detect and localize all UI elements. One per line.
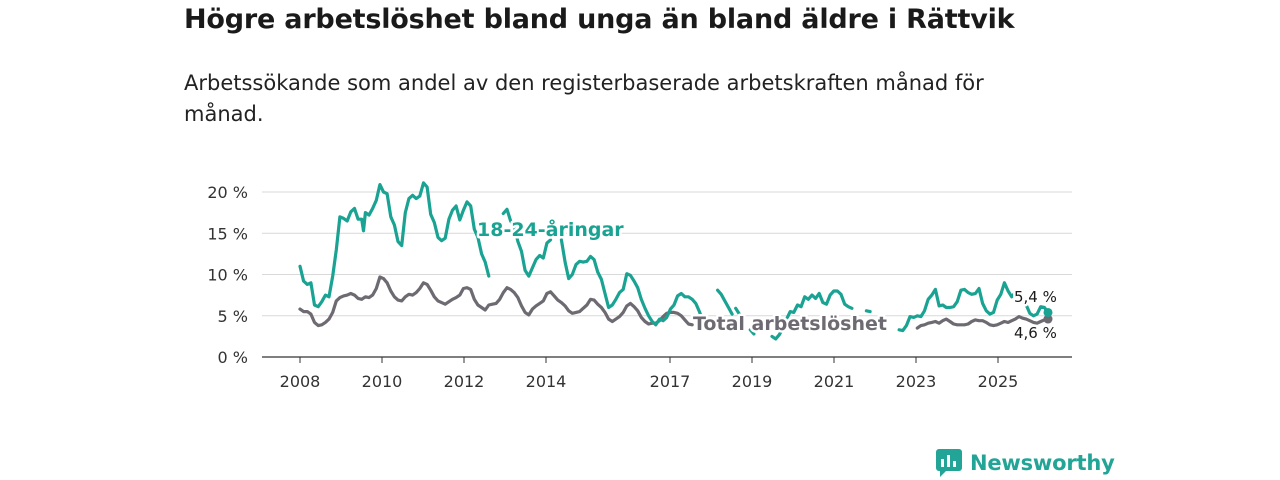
series-line-youth bbox=[770, 289, 854, 341]
series-line-youth bbox=[734, 306, 741, 316]
x-tick-label: 2014 bbox=[526, 372, 567, 391]
end-label-youth: 5,4 % bbox=[1014, 288, 1057, 306]
x-tick-label: 2019 bbox=[732, 372, 773, 391]
series-line-youth bbox=[298, 181, 491, 309]
series-label-youth: 18-24-åringar bbox=[477, 217, 624, 241]
series-line-youth bbox=[716, 288, 734, 316]
x-tick-label: 2017 bbox=[650, 372, 691, 391]
y-tick-label: 5 % bbox=[218, 307, 248, 326]
newsworthy-logo[interactable]: Newsworthy bbox=[936, 448, 1115, 478]
y-tick-label: 0 % bbox=[218, 348, 248, 367]
y-tick-label: 10 % bbox=[207, 266, 248, 285]
x-tick-label: 2008 bbox=[280, 372, 321, 391]
end-point-total bbox=[1043, 314, 1053, 324]
y-tick-label: 20 % bbox=[207, 183, 248, 202]
series-line-total bbox=[915, 315, 1050, 330]
newsworthy-logo-icon bbox=[936, 449, 962, 477]
series-line-youth bbox=[748, 328, 756, 336]
brand-name: Newsworthy bbox=[970, 451, 1115, 475]
x-tick-label: 2025 bbox=[978, 372, 1019, 391]
end-point-youth bbox=[1043, 307, 1053, 317]
x-tick-label: 2023 bbox=[896, 372, 937, 391]
series-label-total-halo: Total arbetslöshet bbox=[693, 313, 887, 335]
chart-subtitle: Arbetssökande som andel av den registerb… bbox=[184, 71, 984, 126]
series-line-youth bbox=[864, 309, 872, 314]
x-tick-label: 2012 bbox=[444, 372, 485, 391]
y-tick-label: 15 % bbox=[207, 224, 248, 243]
series-label-total: Total arbetslöshet bbox=[693, 313, 887, 335]
x-tick-label: 2021 bbox=[814, 372, 855, 391]
end-label-youth-halo: 5,4 % bbox=[1014, 288, 1057, 306]
x-tick-label: 2010 bbox=[362, 372, 403, 391]
series-line-youth bbox=[897, 281, 1050, 333]
end-label-total: 4,6 % bbox=[1014, 324, 1057, 342]
series-line-total bbox=[298, 275, 694, 328]
series-label-youth-halo: 18-24-åringar bbox=[477, 217, 624, 241]
series-line-youth bbox=[501, 207, 553, 278]
series-line-youth bbox=[559, 238, 705, 327]
chart-title: Högre arbetslöshet bland unga än bland ä… bbox=[184, 4, 1015, 35]
end-label-total-halo: 4,6 % bbox=[1014, 324, 1057, 342]
